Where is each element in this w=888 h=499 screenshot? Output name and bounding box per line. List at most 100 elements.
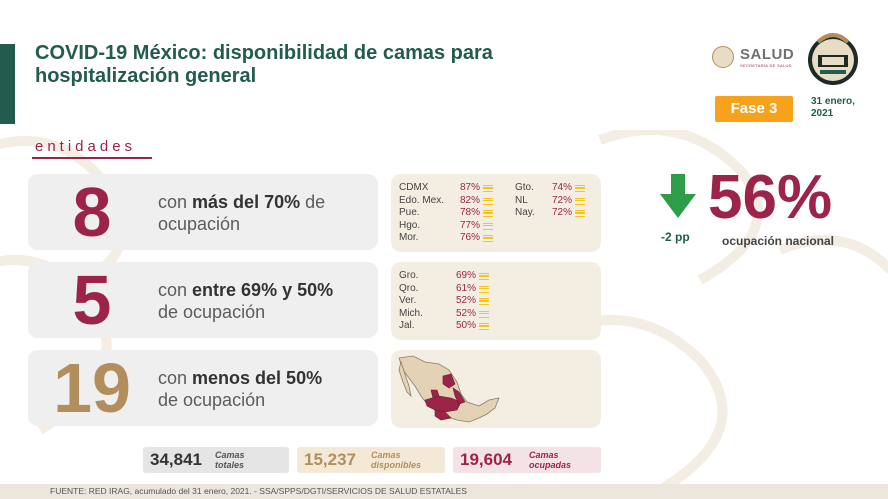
label-line1: Camas <box>529 450 559 460</box>
state-pct: 74% <box>551 182 572 193</box>
high-states-list-1: CDMX 87% Edo. Mex. 82% Pue. 78% Hgo. 77% Mor… <box>399 182 493 245</box>
page-title: COVID-19 México: disponibilidad de camas… <box>35 42 493 87</box>
list-item: Ver. 52% <box>399 295 499 308</box>
available-beds-label: Camas disponibles <box>371 450 421 470</box>
desc-post: de <box>300 192 326 212</box>
group-count: 5 <box>72 261 112 339</box>
level-icon <box>479 298 489 305</box>
level-icon <box>479 273 489 280</box>
mid-states-panel: Gro. 69% Qro. 61% Ver. 52% Mich. 52% Jal. 50% <box>391 262 601 340</box>
desc-line2: ocupación <box>158 214 241 234</box>
level-icon <box>483 235 493 242</box>
label-line1: Camas <box>371 450 401 460</box>
state-pct: 52% <box>455 295 476 306</box>
total-beds-box: 34,841 Camas totales <box>143 447 289 473</box>
level-icon <box>479 285 489 293</box>
label-line2: disponibles <box>371 460 422 470</box>
available-beds-box: 15,237 Camas disponibles <box>297 447 445 473</box>
list-item: Qro. 61% <box>399 283 499 296</box>
level-icon <box>483 197 493 205</box>
state-pct: 82% <box>459 194 480 206</box>
national-occupancy-label: ocupación nacional <box>722 234 835 248</box>
desc-line2: de ocupación <box>158 302 266 322</box>
state-name: Edo. Mex. <box>399 194 445 206</box>
national-occupancy-value: 56% <box>708 163 833 232</box>
state-pct: 52% <box>455 307 476 319</box>
label-line2: ocupadas <box>529 460 572 470</box>
list-item: CDMX 87% <box>399 182 493 195</box>
occupied-beds-box: 19,604 Camas ocupadas <box>453 447 601 473</box>
state-name: Ver. <box>399 295 417 306</box>
section-underline <box>32 157 152 159</box>
total-beds-number: 34,841 <box>150 450 202 469</box>
available-beds-number: 15,237 <box>304 450 356 469</box>
section-label: entidades <box>35 138 137 155</box>
group-card-mid: 5 con entre 69% y 50% de ocupación <box>28 261 378 339</box>
state-name: Hgo. <box>399 219 421 231</box>
map-panel <box>391 350 601 428</box>
level-icon <box>479 323 489 330</box>
desc-pre: con <box>158 192 193 212</box>
desc-pre: con <box>158 280 193 300</box>
list-item: Nay. 72% <box>515 207 595 220</box>
arrow-down-icon <box>660 174 696 218</box>
level-icon <box>483 210 493 217</box>
mexico-map-icon <box>398 355 500 423</box>
year-2021-emblem-icon <box>808 33 858 85</box>
state-pct: 50% <box>455 320 476 331</box>
group-description: con menos del 50% de ocupación <box>158 367 322 411</box>
total-beds-label: Camas totales <box>215 450 245 470</box>
group-count: 19 <box>53 349 131 427</box>
group-card-low: 19 con menos del 50% de ocupación <box>28 349 378 427</box>
report-date-line2: 2021 <box>811 108 834 119</box>
national-change: -2 pp <box>661 230 690 244</box>
list-item: Hgo. 77% <box>399 219 493 233</box>
report-date-line1: 31 enero, <box>811 96 855 107</box>
seal-icon <box>712 46 734 68</box>
state-pct: 72% <box>551 207 572 218</box>
phase-badge: Fase 3 <box>715 96 793 122</box>
footer-source: FUENTE: RED IRAG, acumulado del 31 enero… <box>50 486 467 496</box>
list-item: Jal. 50% <box>399 320 499 333</box>
state-pct: 76% <box>459 232 480 243</box>
label-line2: totales <box>215 460 245 470</box>
list-item: NL 72% <box>515 195 595 208</box>
state-name: CDMX <box>399 182 429 193</box>
desc-bold: entre 69% y 50% <box>192 280 334 300</box>
list-item: Pue. 78% <box>399 207 493 220</box>
label-line1: Camas <box>215 450 245 460</box>
state-name: Nay. <box>515 207 535 218</box>
list-item: Mich. 52% <box>399 308 499 321</box>
list-item: Gto. 74% <box>515 182 595 195</box>
level-icon <box>483 222 493 230</box>
list-item: Gro. 69% <box>399 270 499 283</box>
report-date: 31 enero, 2021 <box>811 96 871 120</box>
state-name: Jal. <box>399 320 415 331</box>
desc-line2: de ocupación <box>158 390 266 410</box>
salud-logo: SALUD SECRETARÍA DE SALUD <box>712 44 796 70</box>
state-pct: 61% <box>455 282 476 294</box>
state-pct: 78% <box>459 207 480 218</box>
level-icon <box>483 185 493 192</box>
state-name: Mich. <box>399 307 423 319</box>
level-icon <box>575 210 585 217</box>
mid-states-list: Gro. 69% Qro. 61% Ver. 52% Mich. 52% Jal. 50% <box>399 270 499 333</box>
list-item: Edo. Mex. 82% <box>399 194 493 208</box>
level-icon <box>575 197 585 205</box>
occupied-beds-label: Camas ocupadas <box>529 450 571 470</box>
salud-logo-subtext: SECRETARÍA DE SALUD <box>740 63 792 68</box>
salud-logo-text: SALUD <box>740 46 795 63</box>
desc-bold: más del 70% <box>192 192 301 212</box>
level-icon <box>575 185 585 192</box>
level-icon <box>479 310 489 318</box>
occupied-beds-number: 19,604 <box>460 450 512 469</box>
footer-bar: FUENTE: RED IRAG, acumulado del 31 enero… <box>0 484 888 499</box>
group-card-high: 8 con más del 70% de ocupación <box>28 173 378 251</box>
accent-bar <box>0 44 15 124</box>
group-description: con más del 70% de ocupación <box>158 191 325 235</box>
high-states-panel: CDMX 87% Edo. Mex. 82% Pue. 78% Hgo. 77% Mor… <box>391 174 601 252</box>
desc-pre: con <box>158 368 193 388</box>
group-description: con entre 69% y 50% de ocupación <box>158 279 333 323</box>
state-name: Mor. <box>399 232 419 243</box>
state-name: Qro. <box>399 282 419 294</box>
